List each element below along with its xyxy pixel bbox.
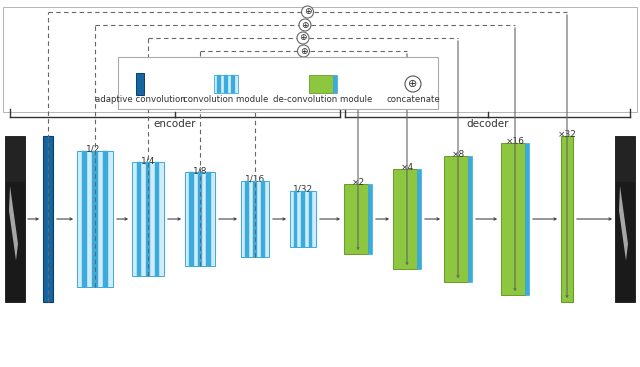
Bar	[155, 162, 159, 276]
Bar	[214, 75, 238, 93]
Text: ⊕: ⊕	[300, 47, 307, 55]
Text: de-convolution module: de-convolution module	[273, 95, 372, 104]
Bar	[333, 75, 337, 93]
Bar	[118, 57, 438, 109]
Circle shape	[299, 19, 311, 31]
Bar	[241, 181, 269, 257]
Bar	[561, 136, 573, 302]
Bar	[308, 191, 312, 247]
Text: 1/8: 1/8	[193, 166, 207, 175]
Bar	[468, 156, 472, 282]
Bar	[615, 136, 635, 182]
Polygon shape	[619, 186, 628, 261]
Bar	[231, 75, 235, 93]
Text: ⊕: ⊕	[304, 7, 311, 17]
Bar	[344, 184, 368, 254]
Circle shape	[301, 6, 314, 18]
Text: ×32: ×32	[557, 130, 577, 139]
Polygon shape	[9, 186, 18, 261]
Bar	[185, 172, 215, 266]
Bar	[245, 181, 249, 257]
Circle shape	[298, 45, 310, 57]
Text: encoder: encoder	[154, 119, 196, 129]
Bar	[393, 169, 417, 269]
Bar	[136, 162, 141, 276]
Text: concatenate: concatenate	[386, 95, 440, 104]
Bar	[5, 136, 25, 302]
Bar	[290, 191, 316, 247]
Bar	[253, 181, 257, 257]
Text: ×8: ×8	[451, 150, 465, 159]
Text: decoder: decoder	[467, 119, 509, 129]
Bar	[136, 73, 144, 95]
Bar	[102, 151, 108, 287]
Bar	[501, 143, 525, 295]
Circle shape	[405, 76, 421, 92]
Text: ×2: ×2	[351, 178, 365, 187]
Text: ×4: ×4	[401, 163, 413, 172]
Text: adaptive convolution: adaptive convolution	[95, 95, 186, 104]
Text: 1/2: 1/2	[86, 145, 100, 154]
Bar	[92, 151, 97, 287]
Bar	[82, 151, 87, 287]
Text: ×16: ×16	[506, 137, 525, 146]
Circle shape	[297, 32, 309, 44]
Text: 1/4: 1/4	[141, 156, 155, 165]
Bar	[3, 7, 637, 112]
Bar	[261, 181, 265, 257]
Bar	[224, 75, 228, 93]
Text: ⊕: ⊕	[303, 59, 310, 69]
Text: 1/32: 1/32	[293, 185, 313, 194]
Circle shape	[301, 58, 312, 70]
Bar	[444, 156, 468, 282]
Bar	[5, 136, 25, 182]
Bar	[368, 184, 372, 254]
Text: convolution module: convolution module	[183, 95, 269, 104]
Bar	[146, 162, 150, 276]
Bar	[309, 75, 333, 93]
Bar	[301, 191, 305, 247]
Text: 1/16: 1/16	[245, 175, 265, 184]
Bar	[207, 172, 211, 266]
Bar	[77, 151, 113, 287]
Text: ⊕: ⊕	[300, 33, 307, 43]
Text: ⊕: ⊕	[408, 79, 418, 89]
Bar	[43, 136, 53, 302]
Bar	[417, 169, 421, 269]
Bar	[132, 162, 164, 276]
Text: ⊕: ⊕	[301, 21, 308, 29]
Bar	[615, 136, 635, 302]
Bar	[294, 191, 298, 247]
Bar	[525, 143, 529, 295]
Bar	[189, 172, 193, 266]
Bar	[218, 75, 221, 93]
Bar	[198, 172, 202, 266]
